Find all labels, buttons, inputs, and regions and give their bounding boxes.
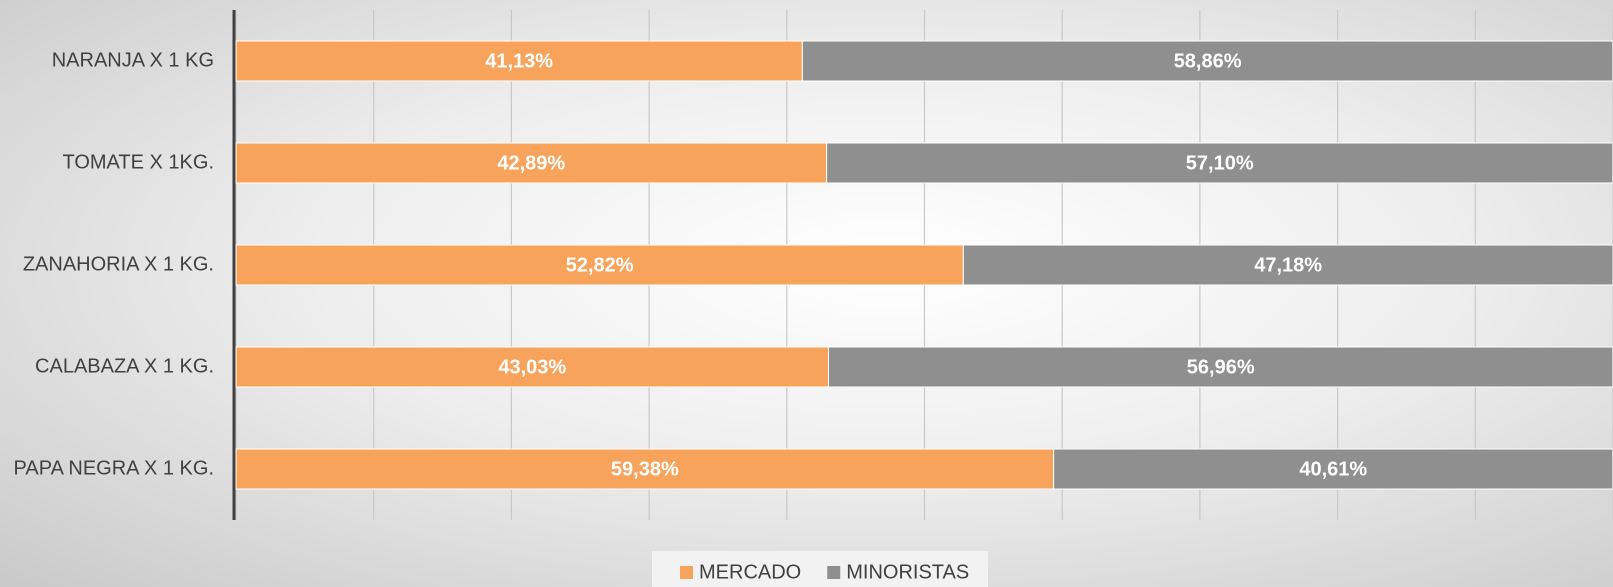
bar-segment xyxy=(235,448,1055,490)
y-tick-label: CALABAZA X 1 KG. xyxy=(35,355,214,377)
data-label: 57,10% xyxy=(1186,152,1254,174)
bar-segment xyxy=(235,346,830,388)
y-tick-label: PAPA NEGRA X 1 KG. xyxy=(14,457,214,479)
bar-segment xyxy=(826,142,1613,184)
y-tick-label: TOMATE X 1KG. xyxy=(62,151,214,173)
legend-label: MINORISTAS xyxy=(846,561,969,583)
legend-swatch xyxy=(827,566,841,579)
data-label: 42,89% xyxy=(497,152,565,174)
bar-segment xyxy=(1053,448,1613,490)
bar-segment xyxy=(828,346,1613,388)
bar-segment xyxy=(235,142,828,184)
bar-segment xyxy=(801,40,1613,82)
y-tick-label: NARANJA X 1 KG xyxy=(52,49,214,71)
y-tick-label: ZANAHORIA X 1 KG. xyxy=(23,253,214,275)
bar-segment xyxy=(962,244,1613,286)
legend-box xyxy=(652,551,988,587)
data-label: 52,82% xyxy=(566,254,634,276)
data-label: 59,38% xyxy=(611,458,679,480)
legend-label: MERCADO xyxy=(699,561,801,583)
data-label: 41,13% xyxy=(485,50,553,72)
data-label: 58,86% xyxy=(1174,50,1242,72)
legend-swatch xyxy=(680,566,693,579)
data-label: 56,96% xyxy=(1187,356,1255,378)
bar-segment xyxy=(235,244,964,286)
data-label: 47,18% xyxy=(1254,254,1322,276)
data-label: 43,03% xyxy=(498,356,566,378)
data-label: 40,61% xyxy=(1299,458,1367,480)
